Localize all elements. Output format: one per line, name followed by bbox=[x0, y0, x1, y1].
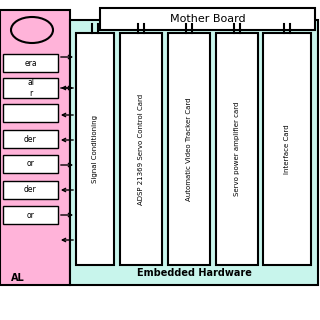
Bar bbox=[3, 54, 58, 72]
Bar bbox=[3, 130, 58, 148]
Text: Servo power amplifier card: Servo power amplifier card bbox=[234, 102, 240, 196]
Bar bbox=[100, 8, 315, 30]
Text: Embedded Hardware: Embedded Hardware bbox=[137, 268, 252, 278]
Bar bbox=[3, 206, 58, 224]
Bar bbox=[76, 33, 114, 265]
Text: era: era bbox=[24, 59, 37, 68]
Bar bbox=[3, 155, 58, 173]
Bar bbox=[3, 181, 58, 199]
Text: or: or bbox=[27, 211, 35, 220]
Bar bbox=[70, 20, 318, 285]
Text: Signal Conditioning: Signal Conditioning bbox=[92, 115, 98, 183]
Text: Interface Card: Interface Card bbox=[284, 124, 290, 174]
Text: AL: AL bbox=[11, 273, 25, 283]
Bar bbox=[120, 33, 162, 265]
Bar bbox=[216, 33, 258, 265]
Text: or: or bbox=[27, 159, 35, 169]
Ellipse shape bbox=[11, 17, 53, 43]
Text: Mother Board: Mother Board bbox=[170, 14, 245, 24]
Bar bbox=[0, 10, 70, 285]
Text: Automatic Video Tracker Card: Automatic Video Tracker Card bbox=[186, 97, 192, 201]
Text: der: der bbox=[24, 134, 37, 143]
Bar bbox=[168, 33, 210, 265]
Text: ADSP 21369 Servo Control Card: ADSP 21369 Servo Control Card bbox=[138, 93, 144, 204]
Bar bbox=[3, 104, 58, 122]
Bar bbox=[263, 33, 311, 265]
Bar bbox=[3, 78, 58, 98]
Text: al
r: al r bbox=[27, 78, 34, 98]
Text: der: der bbox=[24, 186, 37, 195]
